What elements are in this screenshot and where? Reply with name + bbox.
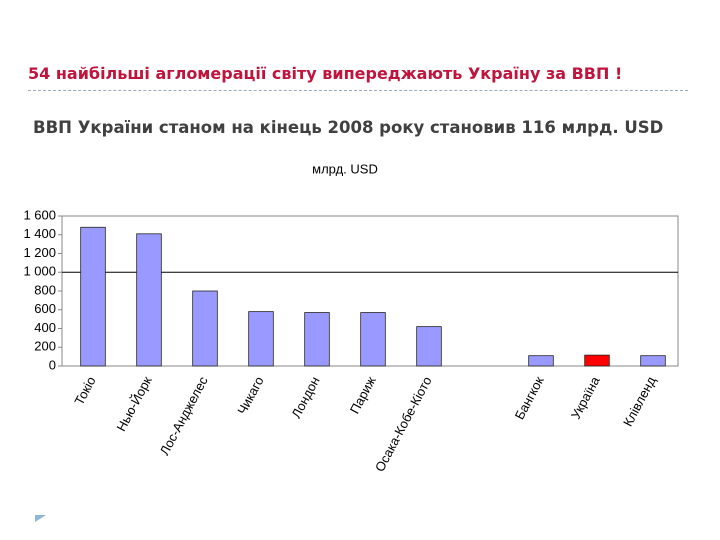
slide-title: 54 найбільші агломерації світу випереджа…	[28, 64, 623, 83]
y-tick-label: 400	[34, 320, 56, 335]
y-tick-label: 600	[34, 301, 56, 316]
bar	[640, 355, 666, 367]
chart-title: млрд. USD	[312, 161, 378, 176]
bar	[80, 226, 106, 367]
bar	[528, 355, 554, 367]
bar	[192, 290, 218, 367]
bar	[416, 326, 442, 367]
bar	[304, 312, 330, 367]
y-tick-label: 1 200	[23, 245, 56, 260]
divider	[28, 90, 688, 91]
bar	[584, 354, 610, 367]
bar	[248, 311, 274, 367]
bar	[360, 312, 386, 367]
y-tick-label: 1 000	[23, 264, 56, 279]
y-tick-label: 1 600	[23, 207, 56, 222]
slide-subtitle: ВВП України станом на кінець 2008 року с…	[33, 118, 664, 137]
y-tick-label: 1 400	[23, 226, 56, 241]
y-tick-label: 0	[49, 357, 56, 372]
y-tick-label: 800	[34, 282, 56, 297]
bar	[136, 233, 162, 367]
corner-icon	[35, 515, 46, 522]
y-tick-label: 200	[34, 339, 56, 354]
